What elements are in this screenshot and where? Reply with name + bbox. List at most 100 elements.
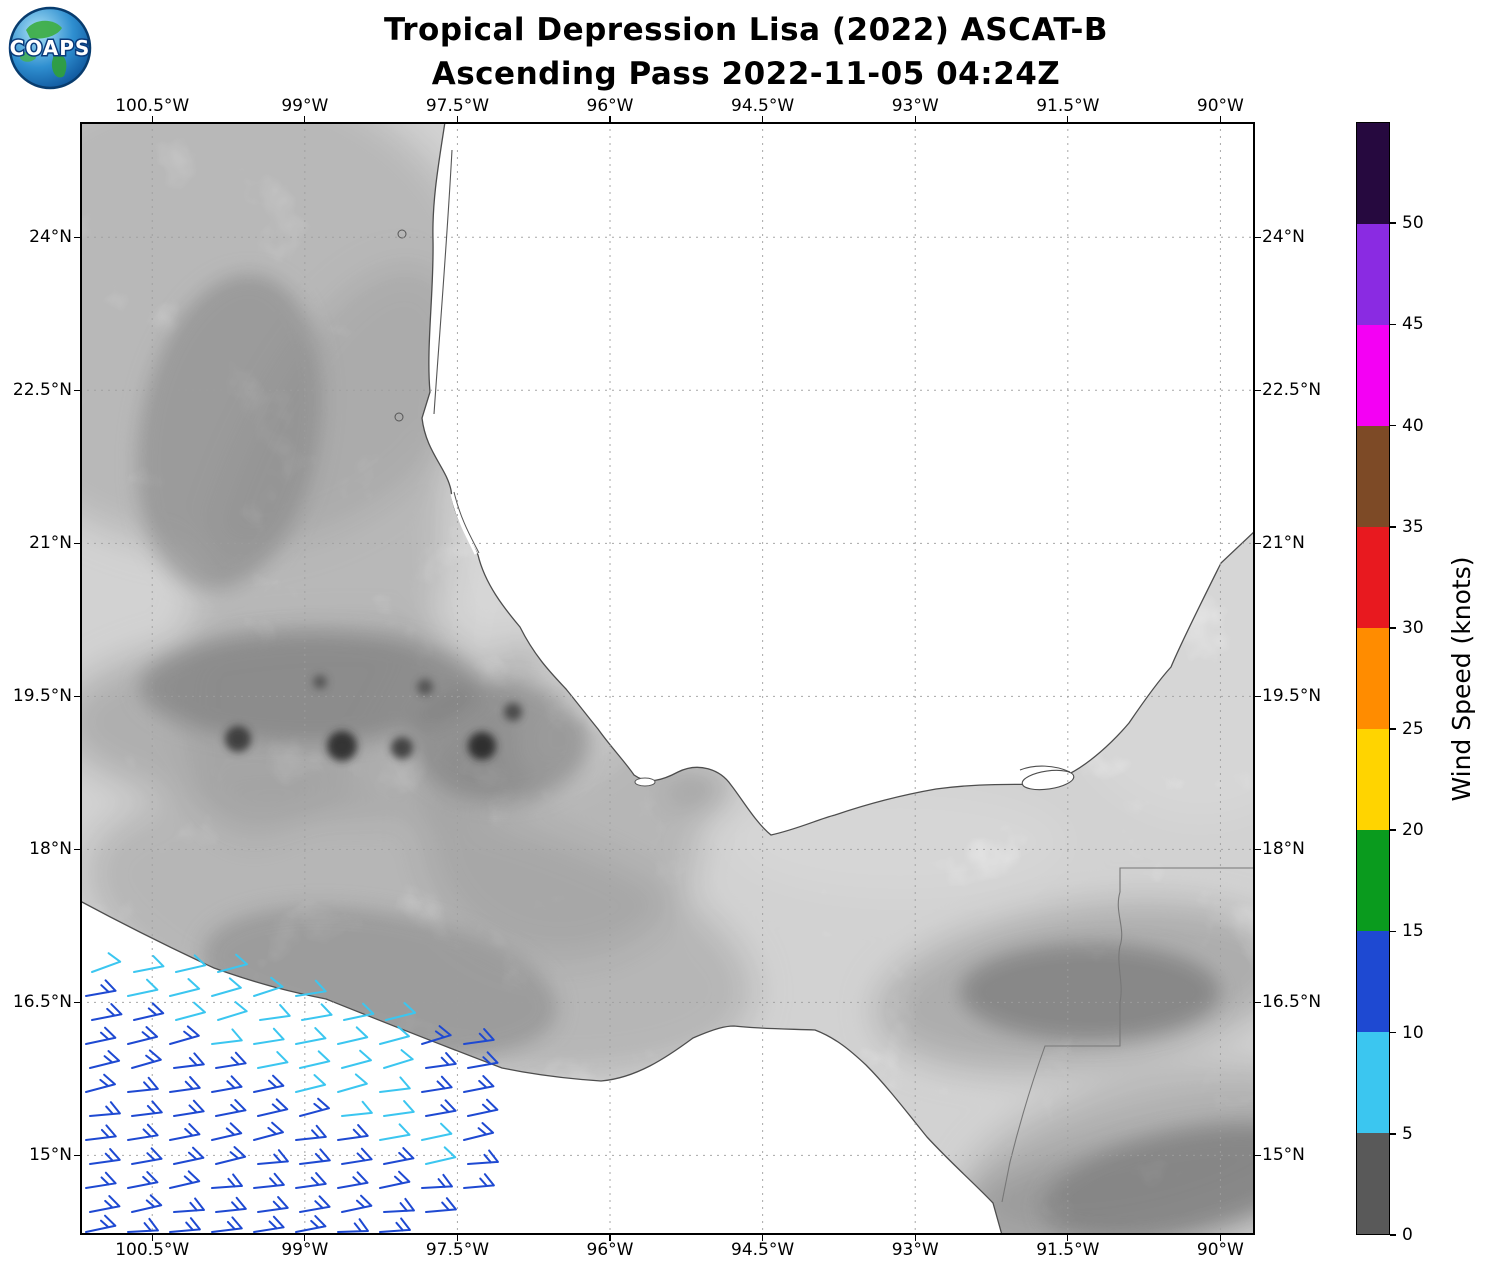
colorbar-tick-label: 15 bbox=[1402, 921, 1424, 942]
wind-barb bbox=[421, 1075, 453, 1093]
logo-text: COAPS bbox=[10, 36, 91, 60]
wind-barb bbox=[383, 1197, 415, 1213]
colorbar-tick-mark bbox=[1390, 829, 1396, 832]
wind-barb bbox=[299, 1097, 330, 1117]
wind-barb bbox=[295, 1027, 327, 1045]
lon-tick-label: 100.5°W bbox=[115, 96, 190, 116]
colorbar-tick-mark bbox=[1390, 525, 1396, 528]
figure-title: Tropical Depression Lisa (2022) ASCAT-B … bbox=[0, 8, 1492, 96]
tick-mark bbox=[1067, 1235, 1069, 1241]
wind-barb bbox=[211, 1122, 243, 1141]
wind-barb bbox=[85, 1214, 117, 1233]
colorbar-tick-mark bbox=[1390, 1133, 1396, 1135]
colorbar-segment bbox=[1357, 729, 1389, 830]
wind-barb bbox=[85, 1124, 117, 1141]
tick-mark bbox=[151, 116, 153, 122]
wind-barb bbox=[169, 978, 201, 997]
wind-barb bbox=[301, 1003, 333, 1021]
colorbar-segment bbox=[1357, 325, 1389, 426]
lon-tick-label: 91.5°W bbox=[1036, 96, 1100, 116]
barrier-island bbox=[433, 149, 453, 415]
tick-mark bbox=[1219, 1235, 1221, 1241]
title-line1: Tropical Depression Lisa (2022) ASCAT-B bbox=[384, 12, 1108, 48]
colorbar-segment bbox=[1357, 224, 1389, 325]
laguna-de-terminos bbox=[1021, 769, 1075, 791]
wind-barb bbox=[89, 1195, 121, 1213]
tick-mark bbox=[609, 116, 611, 122]
wind-barb bbox=[169, 1123, 201, 1141]
tick-mark bbox=[74, 542, 80, 544]
tick-mark bbox=[609, 1235, 611, 1241]
lat-tick-label: 24°N bbox=[29, 227, 72, 248]
wind-barb bbox=[341, 1049, 372, 1069]
wind-barb bbox=[383, 1049, 414, 1069]
wind-barb bbox=[425, 1197, 457, 1213]
colorbar-tick-label: 5 bbox=[1402, 1123, 1413, 1144]
map-axes bbox=[79, 121, 1256, 1236]
wind-barb bbox=[85, 1171, 117, 1189]
colorbar-tick-label: 30 bbox=[1402, 617, 1424, 638]
coastline-pacific bbox=[79, 900, 1003, 1236]
wind-barb bbox=[173, 1197, 205, 1213]
wind-barb bbox=[257, 1051, 289, 1069]
wind-barb bbox=[299, 1195, 331, 1213]
colorbar-segment bbox=[1357, 426, 1389, 527]
wind-barb bbox=[85, 979, 117, 997]
wind-barb bbox=[337, 1073, 368, 1093]
tick-mark bbox=[914, 1235, 916, 1241]
wind-barb bbox=[341, 1194, 373, 1213]
wind-barb bbox=[133, 1002, 165, 1021]
wind-barb bbox=[211, 1173, 243, 1189]
tick-mark bbox=[1255, 695, 1261, 697]
colorbar-tick-label: 45 bbox=[1402, 314, 1424, 335]
wind-barb bbox=[215, 1099, 247, 1117]
tick-mark bbox=[1219, 116, 1221, 122]
lat-tick-label: 16.5°N bbox=[12, 992, 72, 1013]
tick-mark bbox=[1255, 389, 1261, 391]
wind-barb bbox=[343, 1002, 375, 1021]
continent-shape bbox=[20, 51, 36, 62]
wind-barb bbox=[425, 1146, 457, 1165]
colorbar-segment bbox=[1357, 830, 1389, 931]
lon-tick-label: 90°W bbox=[1196, 1240, 1244, 1260]
tick-mark bbox=[914, 116, 916, 122]
wind-barb bbox=[173, 1146, 205, 1165]
wind-barb bbox=[257, 1149, 289, 1165]
continent-shape bbox=[26, 20, 62, 39]
wind-barb bbox=[127, 1123, 159, 1141]
tick-mark bbox=[74, 1154, 80, 1156]
wind-barb bbox=[379, 1123, 411, 1141]
colorbar-tick-mark bbox=[1390, 323, 1396, 326]
tick-mark bbox=[74, 848, 80, 850]
wind-barb bbox=[295, 1124, 327, 1141]
colorbar-tick-label: 25 bbox=[1402, 719, 1424, 740]
tick-mark bbox=[74, 389, 80, 391]
colorbar-tick-label: 10 bbox=[1402, 1022, 1424, 1043]
wind-barb bbox=[337, 1171, 369, 1189]
colorbar-tick-mark bbox=[1390, 930, 1396, 933]
wind-barb bbox=[421, 1122, 453, 1141]
wind-barb bbox=[421, 1173, 453, 1189]
wind-barb bbox=[295, 1172, 327, 1189]
tick-mark bbox=[151, 1235, 153, 1241]
wind-barb bbox=[211, 1075, 243, 1093]
tick-mark bbox=[1255, 1154, 1261, 1156]
lon-tick-label: 96°W bbox=[586, 1240, 634, 1260]
colorbar-tick-mark bbox=[1390, 424, 1396, 427]
title-line2: Ascending Pass 2022-11-05 04:24Z bbox=[431, 56, 1061, 93]
wind-barb bbox=[379, 1076, 411, 1093]
lat-tick-label: 22.5°N bbox=[12, 380, 72, 401]
wind-barb bbox=[217, 1001, 248, 1021]
tick-mark bbox=[1255, 848, 1261, 850]
wind-barb bbox=[175, 954, 207, 973]
colorbar-tick-label: 0 bbox=[1402, 1225, 1413, 1245]
wind-barb bbox=[295, 979, 327, 997]
wind-barb bbox=[127, 978, 159, 997]
wind-barb bbox=[379, 1025, 410, 1045]
tamiahua-barrier bbox=[453, 491, 480, 554]
wind-barb bbox=[211, 1216, 243, 1233]
wind-barb bbox=[425, 1099, 457, 1117]
wind-barbs bbox=[85, 952, 499, 1233]
lat-tick-label: 21°N bbox=[29, 533, 72, 554]
wind-barb bbox=[215, 1146, 247, 1165]
